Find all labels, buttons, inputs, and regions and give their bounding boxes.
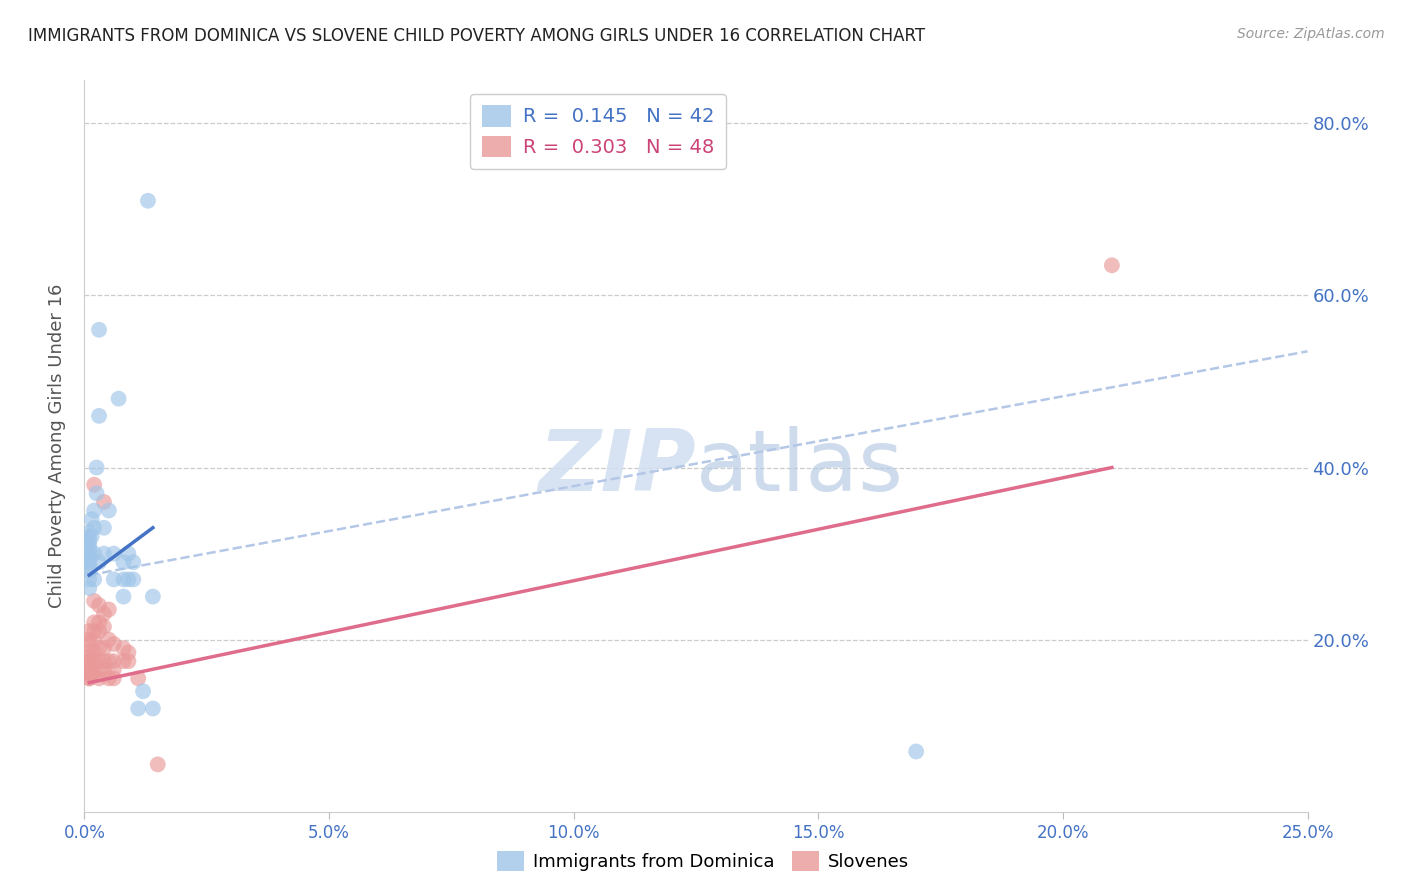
Point <box>83 667 105 681</box>
Point <box>77 555 100 569</box>
Point <box>83 654 105 668</box>
Point <box>77 559 100 574</box>
Legend: R =  0.145   N = 42, R =  0.303   N = 48: R = 0.145 N = 42, R = 0.303 N = 48 <box>470 94 725 169</box>
Point <box>117 646 139 660</box>
Point <box>83 521 105 535</box>
Point <box>87 598 110 612</box>
Point <box>112 573 135 587</box>
Point <box>142 701 165 715</box>
Point <box>112 641 135 656</box>
Point <box>83 632 105 647</box>
Point <box>93 654 115 668</box>
Point <box>103 637 125 651</box>
Point <box>83 573 105 587</box>
Point <box>93 521 115 535</box>
Point <box>83 624 105 638</box>
Point <box>83 594 105 608</box>
Y-axis label: Child Poverty Among Girls Under 16: Child Poverty Among Girls Under 16 <box>48 284 66 608</box>
Point <box>87 323 110 337</box>
Point <box>97 602 120 616</box>
Point <box>77 646 100 660</box>
Legend: Immigrants from Dominica, Slovenes: Immigrants from Dominica, Slovenes <box>489 844 917 879</box>
Point <box>77 533 100 548</box>
Point <box>77 658 100 673</box>
Point <box>83 646 105 660</box>
Point <box>77 529 100 543</box>
Point <box>103 663 125 677</box>
Point <box>905 744 928 758</box>
Point <box>80 667 103 681</box>
Point <box>77 581 100 595</box>
Point <box>112 654 135 668</box>
Point <box>97 654 120 668</box>
Point <box>103 671 125 685</box>
Point <box>80 529 103 543</box>
Text: Source: ZipAtlas.com: Source: ZipAtlas.com <box>1237 27 1385 41</box>
Point <box>107 392 129 406</box>
Point <box>77 547 100 561</box>
Point <box>117 573 139 587</box>
Point <box>87 671 110 685</box>
Point <box>97 503 120 517</box>
Point <box>77 564 100 578</box>
Point <box>77 671 100 685</box>
Point <box>103 654 125 668</box>
Point <box>136 194 159 208</box>
Point <box>122 555 145 569</box>
Point <box>87 663 110 677</box>
Point <box>127 671 149 685</box>
Text: atlas: atlas <box>696 426 904 509</box>
Point <box>87 654 110 668</box>
Point <box>93 547 115 561</box>
Point <box>83 547 105 561</box>
Text: IMMIGRANTS FROM DOMINICA VS SLOVENE CHILD POVERTY AMONG GIRLS UNDER 16 CORRELATI: IMMIGRANTS FROM DOMINICA VS SLOVENE CHIL… <box>28 27 925 45</box>
Point <box>77 654 100 668</box>
Point <box>77 637 100 651</box>
Point <box>127 701 149 715</box>
Point <box>97 671 120 685</box>
Point <box>87 555 110 569</box>
Point <box>86 486 108 500</box>
Point <box>77 524 100 539</box>
Point <box>117 654 139 668</box>
Point <box>112 555 135 569</box>
Text: ZIP: ZIP <box>538 426 696 509</box>
Point <box>77 624 100 638</box>
Point <box>77 573 100 587</box>
Point <box>146 757 169 772</box>
Point <box>103 547 125 561</box>
Point <box>93 641 115 656</box>
Point <box>97 632 120 647</box>
Point <box>112 590 135 604</box>
Point <box>93 663 115 677</box>
Point <box>83 477 105 491</box>
Point <box>103 573 125 587</box>
Point <box>77 550 100 565</box>
Point <box>87 409 110 423</box>
Point <box>86 460 108 475</box>
Point <box>80 512 103 526</box>
Point <box>77 671 100 685</box>
Point <box>93 620 115 634</box>
Point <box>1101 258 1123 272</box>
Point <box>122 573 145 587</box>
Point <box>93 607 115 621</box>
Point <box>77 667 100 681</box>
Point <box>132 684 155 698</box>
Point <box>87 615 110 630</box>
Point <box>77 542 100 557</box>
Point <box>93 495 115 509</box>
Point <box>83 503 105 517</box>
Point <box>87 641 110 656</box>
Point <box>77 663 100 677</box>
Point <box>142 590 165 604</box>
Point <box>83 615 105 630</box>
Point <box>77 649 100 664</box>
Point <box>87 624 110 638</box>
Point <box>77 632 100 647</box>
Point <box>117 547 139 561</box>
Point <box>77 538 100 552</box>
